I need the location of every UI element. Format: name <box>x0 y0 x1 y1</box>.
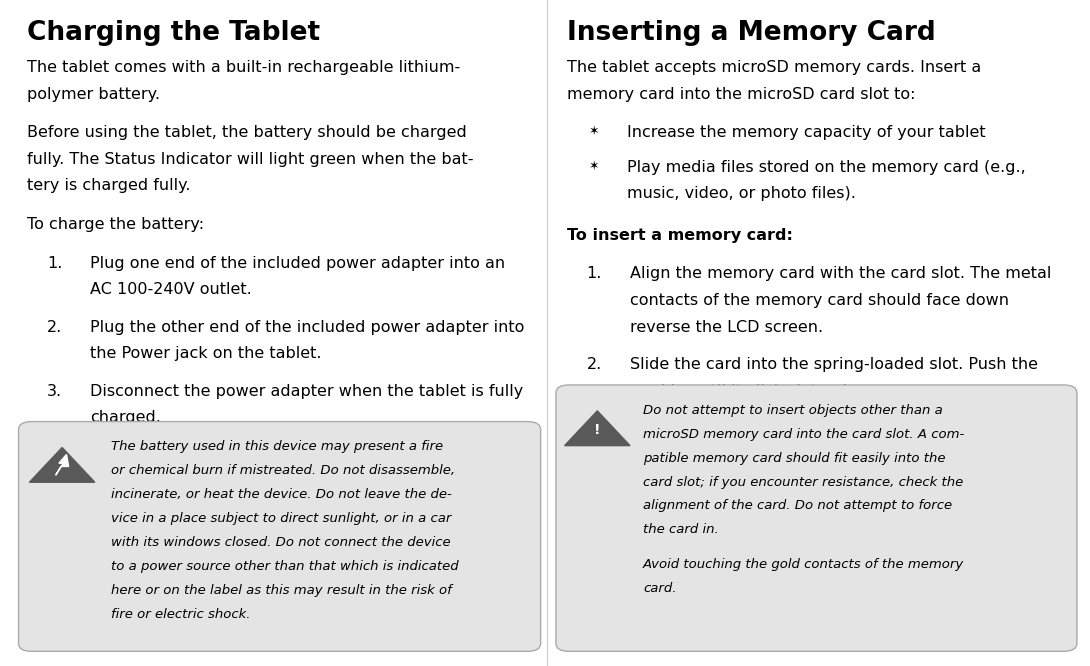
Text: reverse the LCD screen.: reverse the LCD screen. <box>630 320 823 335</box>
Text: 1.: 1. <box>47 256 62 271</box>
Text: card in until it clicks into place.: card in until it clicks into place. <box>630 384 881 399</box>
Text: !: ! <box>594 422 601 437</box>
Text: 2.: 2. <box>47 320 62 335</box>
Text: Plug one end of the included power adapter into an: Plug one end of the included power adapt… <box>90 256 506 271</box>
Text: Charging the Tablet: Charging the Tablet <box>27 20 320 46</box>
Text: AC 100-240V outlet.: AC 100-240V outlet. <box>90 282 252 298</box>
Text: charged.: charged. <box>90 410 161 426</box>
Text: To insert a memory card:: To insert a memory card: <box>567 228 792 243</box>
Text: 3.: 3. <box>47 384 62 399</box>
Text: the card in.: the card in. <box>643 523 718 537</box>
Text: memory card into the microSD card slot to:: memory card into the microSD card slot t… <box>567 87 916 102</box>
Text: The tablet comes with a built-in rechargeable lithium-: The tablet comes with a built-in recharg… <box>27 60 460 75</box>
Text: Slide the card into the spring-loaded slot. Push the: Slide the card into the spring-loaded sl… <box>630 357 1038 372</box>
Text: 1.: 1. <box>586 266 602 282</box>
Polygon shape <box>565 411 630 446</box>
Text: Increase the memory capacity of your tablet: Increase the memory capacity of your tab… <box>627 125 985 141</box>
FancyBboxPatch shape <box>556 385 1077 651</box>
Text: music, video, or photo files).: music, video, or photo files). <box>627 186 856 202</box>
Text: tery is charged fully.: tery is charged fully. <box>27 178 191 194</box>
Text: patible memory card should fit easily into the: patible memory card should fit easily in… <box>643 452 946 465</box>
Text: fire or electric shock.: fire or electric shock. <box>111 608 251 621</box>
Polygon shape <box>56 454 69 476</box>
Text: The tablet accepts microSD memory cards. Insert a: The tablet accepts microSD memory cards.… <box>567 60 981 75</box>
Text: here or on the label as this may result in the risk of: here or on the label as this may result … <box>111 584 452 597</box>
Text: Before using the tablet, the battery should be charged: Before using the tablet, the battery sho… <box>27 125 467 141</box>
FancyBboxPatch shape <box>19 422 541 651</box>
Text: Align the memory card with the card slot. The metal: Align the memory card with the card slot… <box>630 266 1052 282</box>
Text: ✶: ✶ <box>589 125 600 139</box>
Text: Avoid touching the gold contacts of the memory: Avoid touching the gold contacts of the … <box>643 558 965 571</box>
Text: Play media files stored on the memory card (e.g.,: Play media files stored on the memory ca… <box>627 160 1026 175</box>
Text: contacts of the memory card should face down: contacts of the memory card should face … <box>630 293 1009 308</box>
Text: Disconnect the power adapter when the tablet is fully: Disconnect the power adapter when the ta… <box>90 384 523 399</box>
Text: card slot; if you encounter resistance, check the: card slot; if you encounter resistance, … <box>643 476 964 489</box>
Text: or chemical burn if mistreated. Do not disassemble,: or chemical burn if mistreated. Do not d… <box>111 464 456 478</box>
Text: To charge the battery:: To charge the battery: <box>27 217 205 232</box>
Polygon shape <box>29 448 95 482</box>
Text: fully. The Status Indicator will light green when the bat-: fully. The Status Indicator will light g… <box>27 152 474 167</box>
Text: to a power source other than that which is indicated: to a power source other than that which … <box>111 560 459 573</box>
Text: The battery used in this device may present a fire: The battery used in this device may pres… <box>111 440 444 454</box>
Text: Plug the other end of the included power adapter into: Plug the other end of the included power… <box>90 320 525 335</box>
Text: polymer battery.: polymer battery. <box>27 87 160 102</box>
Text: 2.: 2. <box>586 357 602 372</box>
Text: the Power jack on the tablet.: the Power jack on the tablet. <box>90 346 322 362</box>
Text: vice in a place subject to direct sunlight, or in a car: vice in a place subject to direct sunlig… <box>111 512 451 525</box>
Text: microSD memory card into the card slot. A com-: microSD memory card into the card slot. … <box>643 428 965 441</box>
Text: with its windows closed. Do not connect the device: with its windows closed. Do not connect … <box>111 536 451 549</box>
Text: incinerate, or heat the device. Do not leave the de-: incinerate, or heat the device. Do not l… <box>111 488 452 501</box>
Text: alignment of the card. Do not attempt to force: alignment of the card. Do not attempt to… <box>643 500 953 513</box>
Text: ✶: ✶ <box>589 160 600 173</box>
Text: card.: card. <box>643 582 677 595</box>
Text: Inserting a Memory Card: Inserting a Memory Card <box>567 20 935 46</box>
Text: Do not attempt to insert objects other than a: Do not attempt to insert objects other t… <box>643 404 943 417</box>
